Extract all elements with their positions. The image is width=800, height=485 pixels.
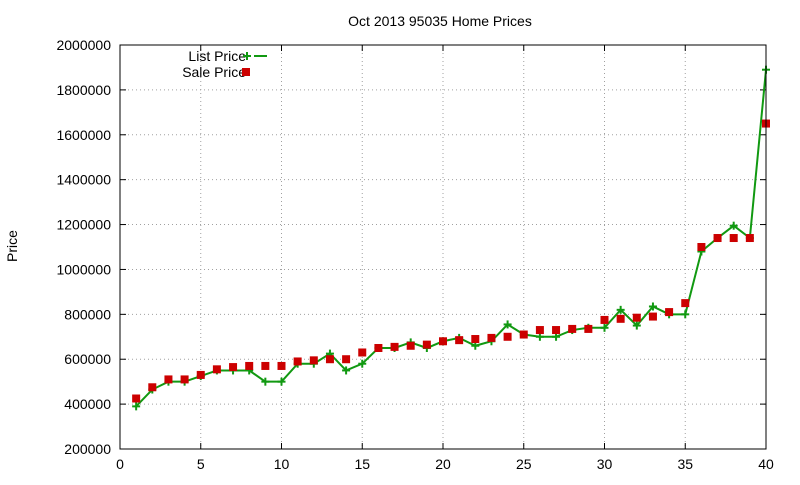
y-tick-label: 400000 (64, 396, 111, 412)
list-price-point (277, 377, 286, 386)
legend-label: Sale Price (182, 64, 246, 80)
sale-price-point (148, 383, 157, 392)
sale-price-point (616, 314, 625, 323)
y-tick-label: 1000000 (56, 261, 111, 277)
sale-price-point (196, 370, 205, 379)
sale-price-point (293, 357, 302, 366)
sale-price-point (439, 337, 447, 346)
sale-price-point (245, 361, 254, 370)
sale-price-point (277, 361, 286, 370)
list-price-point (471, 341, 480, 350)
sale-price-point (487, 333, 496, 342)
y-tick-label: 1800000 (56, 82, 111, 98)
sale-price-point (132, 394, 141, 403)
sale-price-point (681, 299, 690, 308)
y-tick-label: 200000 (64, 441, 111, 457)
sale-price-point (390, 342, 399, 351)
list-price-point (358, 359, 367, 368)
x-tick-label: 0 (116, 456, 124, 472)
sale-price-point (471, 335, 480, 344)
x-tick-label: 10 (274, 456, 290, 472)
sale-price-point (374, 344, 383, 352)
list-price-point (616, 305, 625, 314)
sale-price-point (229, 363, 238, 372)
x-tick-label: 15 (354, 456, 370, 472)
y-tick-label: 2000000 (56, 37, 111, 53)
sale-price-point (422, 340, 431, 349)
list-price-point (600, 323, 609, 332)
chart-title: Oct 2013 95035 Home Prices (348, 13, 532, 29)
sale-price-point (697, 243, 706, 251)
list-price-point (648, 302, 657, 311)
y-tick-label: 800000 (64, 306, 111, 322)
sale-price-point (713, 234, 722, 243)
sale-price-point (455, 336, 464, 345)
sale-price-point (745, 234, 754, 243)
sale-price-point (212, 365, 221, 374)
sale-price-point (568, 324, 577, 333)
list-price-point (632, 321, 641, 330)
sale-price-point (519, 330, 528, 339)
sale-price-point (648, 312, 657, 321)
y-tick-label: 1600000 (56, 127, 111, 143)
list-price-point (729, 221, 738, 230)
sale-price-point (632, 313, 641, 322)
sale-price-point (309, 356, 318, 365)
x-tick-label: 30 (597, 456, 613, 472)
legend-square-swatch (242, 68, 250, 76)
axis-ticks: 0 5 10 15 20 25 30 35 40 200000 400000 600000 800000… (56, 37, 774, 472)
y-tick-label: 1400000 (56, 172, 111, 188)
plot-series (132, 65, 770, 411)
series-list-price (132, 65, 770, 411)
sale-price-point (180, 375, 189, 384)
legend-cross-swatch (243, 52, 251, 60)
y-tick-label: 600000 (64, 351, 111, 367)
x-tick-label: 20 (435, 456, 451, 472)
list-price-point (681, 310, 690, 319)
x-tick-label: 40 (758, 456, 774, 472)
list-price-point (552, 332, 561, 341)
series-sale-price (132, 119, 770, 403)
plot-frame (119, 44, 767, 450)
list-price-point (261, 377, 270, 386)
list-price-line (135, 69, 767, 408)
list-price-point (132, 402, 141, 411)
sale-price-point (535, 326, 544, 335)
sale-price-point (261, 361, 270, 370)
sale-price-point (584, 324, 593, 333)
x-tick-label: 35 (677, 456, 693, 472)
x-tick-label: 5 (197, 456, 205, 472)
x-tick-label: 25 (516, 456, 532, 472)
sale-price-point (503, 332, 512, 341)
list-price-point (503, 320, 512, 329)
sale-price-point (164, 375, 173, 384)
grid (120, 45, 766, 449)
sale-price-point (358, 348, 367, 357)
y-axis-label: Price (4, 230, 20, 262)
list-price-point (535, 332, 544, 341)
sale-price-point (665, 308, 674, 317)
sale-price-point (600, 315, 609, 324)
sale-price-point (552, 326, 561, 335)
legend-label: List Price (188, 48, 246, 64)
list-price-point (342, 366, 351, 375)
sale-price-point (406, 341, 415, 350)
sale-price-point (342, 355, 351, 364)
sale-price-point (729, 234, 738, 243)
sale-price-point (325, 355, 334, 364)
y-tick-label: 1200000 (56, 217, 111, 233)
